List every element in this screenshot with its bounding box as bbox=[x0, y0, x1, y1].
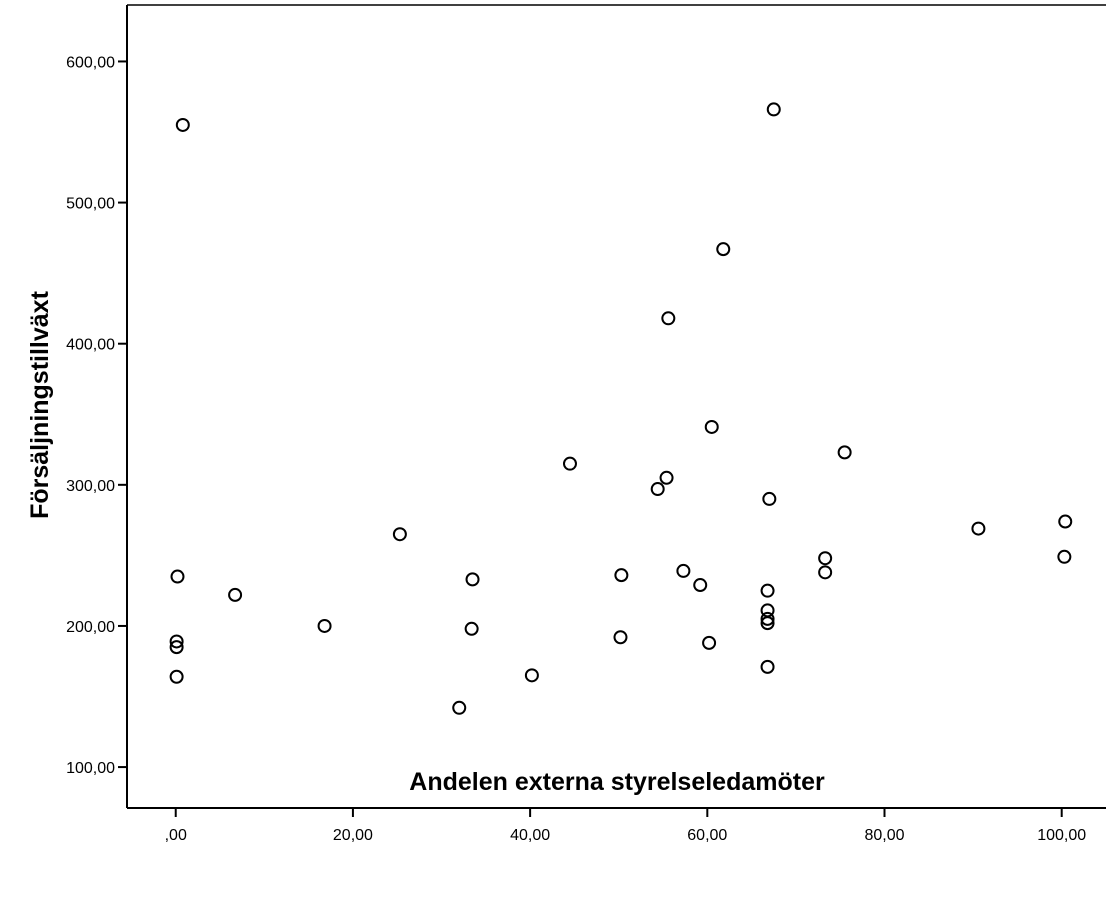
data-point bbox=[1057, 549, 1072, 564]
data-point bbox=[760, 616, 775, 631]
data-point bbox=[760, 583, 775, 598]
data-point bbox=[661, 311, 676, 326]
data-point bbox=[971, 521, 986, 536]
x-tick-label: 60,00 bbox=[687, 827, 727, 844]
data-point bbox=[766, 102, 781, 117]
data-points bbox=[169, 102, 1073, 715]
y-axis-title: Försäljningstillväxt bbox=[26, 290, 54, 519]
data-point bbox=[716, 242, 731, 257]
data-point bbox=[170, 569, 185, 584]
data-point bbox=[704, 419, 719, 434]
x-tick-label: 80,00 bbox=[864, 827, 904, 844]
y-tick-label: 400,00 bbox=[66, 337, 115, 354]
y-tick-label: 200,00 bbox=[66, 619, 115, 636]
data-point bbox=[228, 587, 243, 602]
y-tick-label: 100,00 bbox=[66, 760, 115, 777]
data-point bbox=[837, 445, 852, 460]
data-point bbox=[169, 669, 184, 684]
data-point bbox=[702, 635, 717, 650]
data-point bbox=[562, 456, 577, 471]
data-point bbox=[169, 640, 184, 655]
y-tick-label: 500,00 bbox=[66, 196, 115, 213]
x-tick-label: 40,00 bbox=[510, 827, 550, 844]
x-tick-label: ,00 bbox=[165, 827, 187, 844]
y-tick-label: 600,00 bbox=[66, 54, 115, 71]
data-point bbox=[1058, 514, 1073, 529]
data-point bbox=[760, 659, 775, 674]
data-point bbox=[524, 668, 539, 683]
data-point bbox=[676, 563, 691, 578]
data-point bbox=[465, 572, 480, 587]
data-point bbox=[464, 621, 479, 636]
x-axis-title: Andelen externa styrelseledamöter bbox=[409, 768, 825, 796]
y-tick-label: 300,00 bbox=[66, 478, 115, 495]
data-point bbox=[614, 568, 629, 583]
x-tick-label: 20,00 bbox=[333, 827, 373, 844]
data-point bbox=[760, 611, 775, 626]
data-point bbox=[452, 700, 467, 715]
y-axis: 100,00 200,00 300,00 400,00 500,00 600,00 bbox=[66, 54, 127, 777]
data-point bbox=[317, 618, 332, 633]
data-point bbox=[693, 578, 708, 593]
data-point bbox=[659, 470, 674, 485]
x-axis: ,00 20,00 40,00 60,00 80,00 100,00 bbox=[165, 808, 1086, 844]
data-point bbox=[613, 630, 628, 645]
data-point bbox=[169, 634, 184, 649]
data-point bbox=[818, 565, 833, 580]
plot-area bbox=[126, 4, 1106, 809]
data-point bbox=[175, 117, 190, 132]
data-point bbox=[762, 491, 777, 506]
data-point bbox=[392, 527, 407, 542]
data-point bbox=[818, 551, 833, 566]
x-tick-label: 100,00 bbox=[1037, 827, 1086, 844]
data-point bbox=[650, 482, 665, 497]
